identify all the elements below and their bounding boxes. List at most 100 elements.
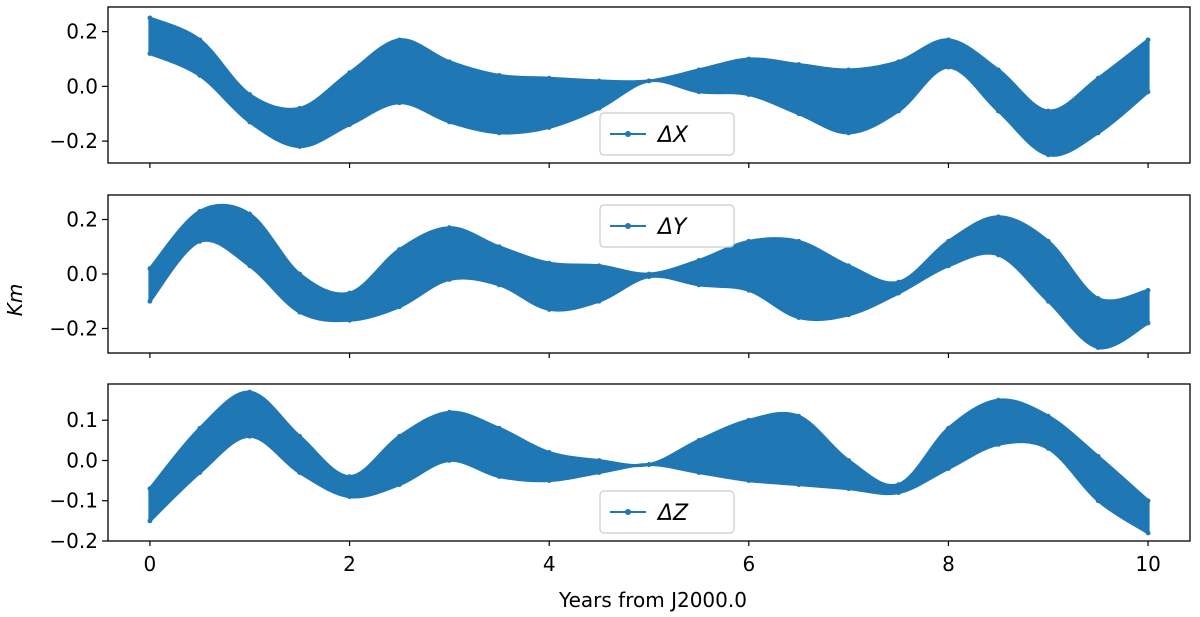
panel-1-point-upper — [397, 37, 402, 43]
panel-3-point-upper — [397, 433, 402, 439]
panel-1-point-upper — [596, 78, 602, 84]
panel-2-point-upper — [446, 225, 452, 231]
panel-3-ytick-label: 0.1 — [66, 408, 98, 432]
panel-2-point-lower — [446, 277, 452, 282]
panel-1-point-upper — [496, 73, 502, 78]
panel-3-point-upper — [946, 425, 951, 431]
panel-1-point-lower — [1145, 89, 1151, 95]
panel-1-point-upper — [546, 75, 552, 81]
panel-2-point-lower — [995, 252, 1001, 258]
panel-3-point-upper — [1095, 454, 1101, 459]
panel-3-ytick-label: 0.0 — [66, 448, 98, 472]
panel-2-point-lower — [1045, 298, 1051, 304]
panel-3-point-lower — [596, 470, 602, 475]
panel-3-point-upper — [197, 425, 203, 431]
panel-2-ytick-label: 0.0 — [66, 262, 98, 286]
panel-1-point-lower — [696, 89, 702, 95]
panel-3-point-upper — [896, 482, 901, 488]
panel-3-point-upper — [546, 450, 552, 455]
panel-2-point-lower — [1145, 320, 1151, 326]
panel-2-point-upper — [995, 214, 1001, 220]
panel-3-point-lower — [147, 518, 153, 524]
panel-2-point-lower — [247, 263, 253, 269]
panel-2-legend-box — [599, 204, 735, 248]
panel-2-point-upper — [746, 238, 752, 244]
panel-2-legend: ΔY — [599, 204, 735, 248]
panel-2-point-lower — [596, 298, 602, 304]
panel-1-point-upper — [446, 59, 452, 65]
panel-3-point-lower — [1095, 498, 1101, 504]
panel-1-point-upper — [1145, 37, 1151, 43]
panel-1-point-lower — [746, 92, 752, 97]
panel-2-point-upper — [896, 279, 901, 285]
panel-3-point-upper — [796, 413, 802, 419]
panel-1-point-upper — [347, 70, 352, 76]
panel-2-point-upper — [197, 208, 203, 214]
panel-3-point-lower — [646, 462, 652, 467]
panel-3-point-upper — [297, 433, 303, 439]
panel-3-point-lower — [347, 494, 352, 500]
panel-3-point-lower — [846, 486, 852, 492]
panel-1-point-upper — [846, 67, 852, 73]
panel-2-legend-label: ΔY — [656, 215, 688, 240]
panel-3-legend-box — [599, 490, 735, 534]
panel-2-point-upper — [297, 271, 303, 277]
panel-3-point-lower — [446, 458, 452, 463]
panel-3-ytick-label: −0.2 — [49, 529, 98, 553]
panel-1-point-upper — [796, 62, 802, 67]
panel-3-point-upper — [147, 486, 153, 492]
panel-1-point-lower — [197, 73, 203, 78]
panel-2-point-upper — [147, 266, 153, 271]
x-axis-label: Years from J2000.0 — [558, 588, 747, 612]
panel-2: −0.2 0.0 0.2 ΔY — [49, 194, 1191, 358]
panel-1-point-lower — [347, 122, 352, 128]
panel-1-point-lower — [496, 130, 502, 136]
x-tick-label: 4 — [543, 552, 556, 576]
panel-3-frame — [107, 383, 1191, 542]
panel-1-point-lower — [946, 64, 951, 70]
panel-2-point-lower — [496, 282, 502, 288]
panel-1-point-lower — [446, 119, 452, 125]
panel-3-point-lower — [1145, 530, 1151, 536]
panel-3-ytick-label: −0.1 — [49, 489, 98, 513]
panel-1: −0.2 0.0 0.2 ΔX — [49, 6, 1191, 168]
panel-2-point-upper — [397, 247, 402, 252]
panel-2-point-upper — [496, 244, 502, 250]
panel-2-point-lower — [197, 238, 203, 244]
panel-1-point-upper — [746, 56, 752, 62]
panel-2-point-lower — [147, 298, 153, 304]
panel-2-point-lower — [347, 317, 352, 323]
panel-2-point-upper — [796, 238, 802, 244]
panel-1-point-lower — [896, 108, 901, 114]
panel-1-ytick-label: 0.0 — [66, 74, 98, 98]
panel-2-point-lower — [297, 309, 303, 315]
panel-3-point-upper — [247, 389, 253, 395]
panel-1-point-lower — [546, 125, 552, 130]
panel-3-legend-marker — [625, 509, 631, 515]
panel-2-ytick-label: 0.2 — [66, 208, 98, 232]
panel-2-point-upper — [1145, 287, 1151, 293]
panel-3-point-lower — [896, 490, 901, 496]
panel-1-ytick-label: −0.2 — [49, 129, 98, 153]
panel-2-point-lower — [397, 304, 402, 310]
panel-3-point-upper — [696, 437, 702, 443]
panel-3-point-lower — [297, 470, 303, 475]
panel-2-ytick-label: −0.2 — [49, 316, 98, 340]
panel-1-legend-label: ΔX — [656, 123, 689, 148]
panel-3-point-lower — [1045, 446, 1051, 451]
panel-1-point-lower — [646, 78, 652, 84]
panel-2-point-upper — [946, 238, 951, 244]
panel-1-point-lower — [147, 51, 153, 56]
x-tick-label: 2 — [343, 552, 356, 576]
panel-1-point-upper — [197, 37, 203, 43]
panel-3-point-upper — [1045, 413, 1051, 419]
panel-3-point-upper — [846, 458, 852, 463]
panel-3-point-upper — [446, 409, 452, 415]
panel-3-point-lower — [696, 470, 702, 475]
panel-2-point-upper — [846, 263, 852, 269]
panel-1-point-lower — [247, 119, 253, 125]
panel-1-point-lower — [995, 108, 1001, 114]
panel-1-point-upper — [946, 37, 951, 43]
panel-3-point-lower — [496, 474, 502, 479]
panel-3-point-upper — [995, 397, 1001, 403]
